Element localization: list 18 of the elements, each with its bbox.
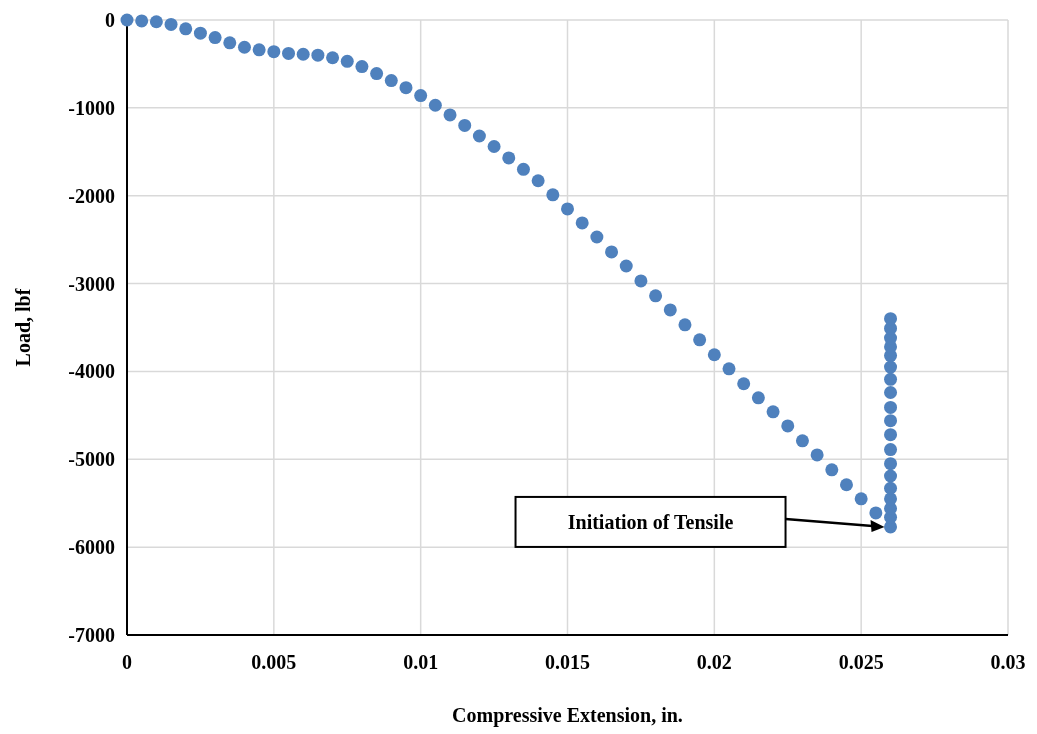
y-axis-title: Load, lbf <box>12 288 34 367</box>
y-tick-label: -5000 <box>68 448 115 471</box>
y-tick-label: 0 <box>105 9 115 31</box>
y-tick-label: -7000 <box>68 624 115 646</box>
x-tick-label: 0.025 <box>838 651 884 673</box>
x-tick-label: 0.03 <box>990 651 1026 673</box>
y-tick-label: -6000 <box>68 536 115 559</box>
y-tick-label: -1000 <box>68 96 115 119</box>
annotation: Initiation of Tensile <box>567 510 734 533</box>
y-tick-label: -2000 <box>68 184 115 207</box>
x-axis-title: Compressive Extension, in. <box>452 704 683 727</box>
y-tick-label: -3000 <box>68 272 115 295</box>
x-tick-label: 0.005 <box>251 651 297 673</box>
x-tick-label: 0 <box>122 651 132 673</box>
y-tick-label: -4000 <box>68 360 115 383</box>
x-tick-label: 0.01 <box>403 651 439 673</box>
x-tick-label: 0.015 <box>545 651 590 673</box>
x-tick-label: 0.02 <box>696 651 732 673</box>
